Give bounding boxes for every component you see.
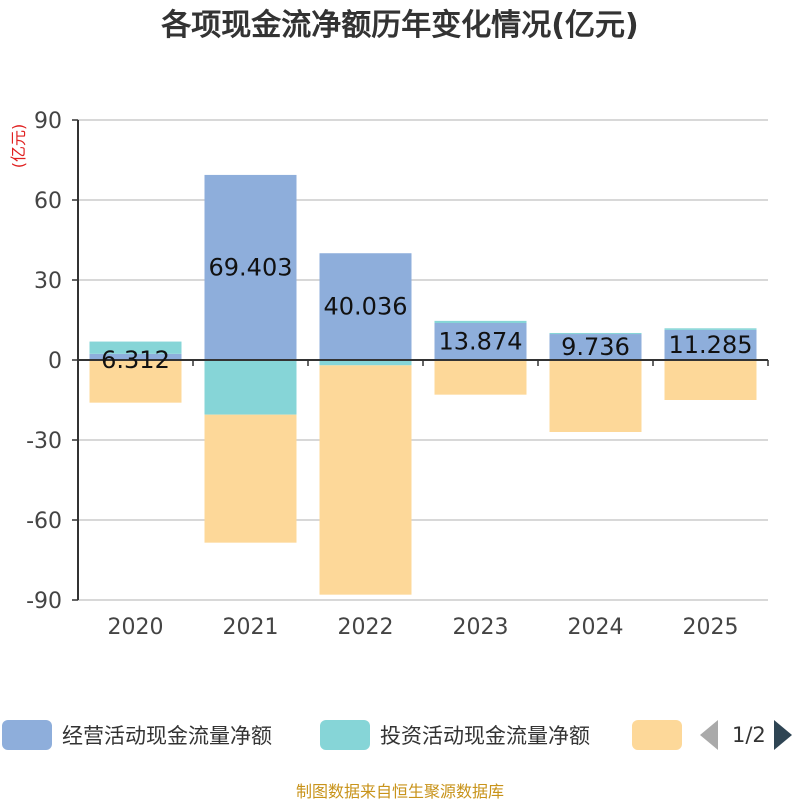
x-tick-label: 2021 xyxy=(223,615,279,640)
y-tick-label: -60 xyxy=(26,509,62,534)
y-tick-label: 30 xyxy=(34,269,62,294)
bar-financing-2025 xyxy=(664,360,757,400)
legend: 经营活动现金流量净额 投资活动现金流量净额 1/2 xyxy=(0,716,800,754)
chart-title: 各项现金流净额历年变化情况(亿元) xyxy=(161,8,639,43)
bar-investing-2022 xyxy=(319,360,412,366)
data-label-operating-2021: 69.403 xyxy=(209,253,293,281)
legend-next-page-icon[interactable] xyxy=(773,720,792,750)
bar-investing-2021 xyxy=(204,360,297,415)
bar-investing-2025 xyxy=(664,328,757,330)
bar-operating-2023 xyxy=(434,323,527,360)
data-label-operating-2025: 11.285 xyxy=(669,331,753,359)
bar-financing-2022 xyxy=(319,365,412,595)
bar-operating-2021 xyxy=(204,174,297,360)
legend-swatch-operating xyxy=(2,720,52,750)
x-tick-label: 2022 xyxy=(338,615,394,640)
bar-financing-2021 xyxy=(204,414,297,543)
data-label-operating-2020: 6.312 xyxy=(101,346,170,374)
legend-label-operating: 经营活动现金流量净额 xyxy=(62,724,272,748)
legend-item-investing[interactable]: 投资活动现金流量净额 xyxy=(320,716,590,754)
data-label-operating-2023: 13.874 xyxy=(439,328,523,356)
y-axis-label: (亿元) xyxy=(9,124,28,169)
y-tick-label: -30 xyxy=(26,429,62,454)
x-tick-label: 2020 xyxy=(108,615,164,640)
bar-operating-2024 xyxy=(549,334,642,360)
bar-operating-2022 xyxy=(319,253,412,360)
bar-financing-2023 xyxy=(434,360,527,395)
data-label-operating-2024: 9.736 xyxy=(561,333,630,361)
legend-swatch-financing xyxy=(632,720,682,750)
y-tick-label: 60 xyxy=(34,189,62,214)
y-tick-label: 90 xyxy=(34,109,62,134)
legend-swatch-investing xyxy=(320,720,370,750)
legend-pager: 1/2 xyxy=(700,716,792,754)
bar-operating-2020 xyxy=(89,353,182,360)
bar-investing-2023 xyxy=(434,320,527,324)
data-label-operating-2022: 40.036 xyxy=(324,293,408,321)
bar-financing-2024 xyxy=(549,360,642,432)
footer-source: 制图数据来自恒生聚源数据库 xyxy=(295,782,504,801)
x-tick-label: 2024 xyxy=(568,615,624,640)
y-tick-label: 0 xyxy=(48,349,62,374)
legend-page-indicator: 1/2 xyxy=(732,723,766,747)
bar-financing-2020 xyxy=(89,360,182,403)
y-tick-label: -90 xyxy=(26,589,62,614)
legend-item-financing[interactable] xyxy=(632,716,682,754)
legend-label-investing: 投资活动现金流量净额 xyxy=(380,724,590,748)
bar-operating-2025 xyxy=(664,329,757,360)
bar-investing-2020 xyxy=(89,341,182,354)
legend-prev-page-icon[interactable] xyxy=(700,720,718,750)
legend-item-operating[interactable]: 经营活动现金流量净额 xyxy=(2,716,272,754)
chart-plot: 90 60 30 0 -30 -60 -90 (亿元) 2020 2021 2022 2023 2024… xyxy=(9,109,769,640)
x-tick-label: 2025 xyxy=(683,615,739,640)
x-tick-label: 2023 xyxy=(453,615,509,640)
bar-investing-2024 xyxy=(549,332,642,335)
